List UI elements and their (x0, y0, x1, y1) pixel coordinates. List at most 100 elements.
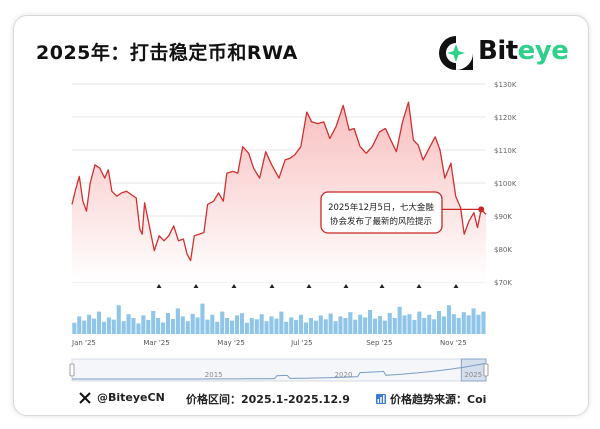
volume-bar (284, 321, 289, 334)
x-axis-labels: Jan '25 Mar '25 May '25 Jul '25 Sep '25 Nov '… (71, 339, 467, 347)
volume-bar (333, 321, 338, 334)
volume-bar (397, 306, 402, 334)
footer-range: 价格区间：2025.1-2025.12.9 (186, 391, 350, 407)
volume-bar (294, 319, 299, 334)
volume-bar (259, 314, 264, 334)
event-marker[interactable] (343, 284, 349, 288)
volume-bar (323, 319, 328, 334)
x-tick-label: May '25 (217, 339, 245, 347)
volume-bar (234, 315, 239, 334)
x-tick-label: Nov '25 (440, 339, 467, 347)
y-tick-label: $70K (494, 279, 512, 287)
annotation-callout: 2025年12月5日，七大金融 协会发布了最新的风险提示 (320, 191, 485, 234)
volume-bar (402, 315, 407, 334)
event-marker[interactable] (416, 284, 422, 288)
volume-bar (156, 318, 161, 334)
volume-bar (318, 315, 323, 334)
volume-bar (180, 316, 185, 334)
volume-bar (461, 312, 466, 334)
volume-bar (289, 317, 294, 334)
annotation-point (478, 206, 485, 213)
volume-bar (471, 308, 476, 334)
volume-bar (220, 311, 225, 334)
event-marker[interactable] (269, 284, 275, 288)
volume-bar (328, 313, 333, 334)
navigator-handle[interactable] (483, 363, 489, 377)
price-chart: $70K $80K $90K $100K $110K $120K $130K Jan '25… (69, 81, 517, 382)
volume-bar (451, 314, 456, 334)
x-tick-label: Mar '25 (143, 339, 169, 347)
navigator-line (72, 363, 485, 380)
volume-bar (446, 305, 451, 334)
volume-bar (372, 318, 377, 334)
price-line-group (71, 101, 487, 262)
volume-bar (466, 315, 471, 334)
volume-bar (136, 323, 141, 334)
event-marker[interactable] (379, 284, 385, 288)
volume-bar (264, 321, 269, 334)
volume-bar (87, 314, 92, 334)
y-tick-label: $130K (494, 81, 517, 89)
volume-bar (279, 311, 284, 334)
volume-bar (215, 321, 220, 334)
volume-bar (111, 319, 116, 334)
volume-bar (299, 314, 304, 334)
volume-bar (195, 317, 200, 334)
navigator-handle[interactable] (69, 363, 75, 377)
footer-handle-text: @BiteyeCN (97, 391, 165, 404)
bar-chart-icon (376, 394, 386, 404)
volume-bar (77, 316, 82, 334)
volume-bar (254, 319, 259, 334)
volume-bar (368, 310, 373, 334)
volume-bar (407, 314, 412, 334)
logo-text-suffix: eye (517, 36, 569, 66)
volume-bar (481, 311, 486, 334)
volume-bar (82, 320, 87, 334)
volume-bar (205, 319, 210, 334)
x-tick-label: Jul '25 (290, 339, 313, 347)
volume-bar (377, 316, 382, 334)
volume-bar (392, 318, 397, 334)
footer-handle[interactable]: @BiteyeCN (79, 391, 165, 404)
volume-bar (230, 320, 235, 334)
volume-bar (72, 322, 77, 334)
event-marker[interactable] (453, 284, 459, 288)
range-navigator[interactable]: 2015 2020 2025 (69, 358, 489, 382)
volume-bar (363, 317, 368, 334)
price-line (71, 101, 487, 262)
volume-bar (101, 321, 106, 334)
event-marker[interactable] (306, 284, 312, 288)
volume-bar (170, 319, 175, 334)
biteye-logo-icon (439, 36, 473, 70)
event-marker[interactable] (193, 284, 199, 288)
volume-bar (417, 311, 422, 334)
event-markers (156, 284, 459, 288)
volume-bar (225, 318, 230, 334)
volume-bar (116, 305, 121, 334)
footer-source: 价格趋势来源：Coi (376, 391, 486, 407)
x-tick-label: Jan '25 (71, 339, 96, 347)
volume-bar (165, 312, 170, 334)
navigator-track[interactable] (71, 358, 487, 382)
volume-bar (412, 319, 417, 334)
x-logo-icon (79, 391, 91, 404)
volume-bar (121, 321, 126, 334)
page-title: 2025年：打击稳定币和RWA (36, 42, 298, 64)
volume-bar (427, 314, 432, 334)
volume-bar (269, 316, 274, 334)
biteye-logo-text: Biteye (478, 36, 569, 66)
y-tick-label: $80K (494, 246, 512, 254)
annotation-line-2: 协会发布了最新的风险提示 (330, 216, 432, 227)
volume-bar (456, 318, 461, 334)
volume-bar (239, 313, 244, 334)
event-marker[interactable] (156, 284, 162, 288)
biteye-logo: Biteye (436, 33, 588, 73)
volume-bar (338, 316, 343, 334)
event-marker[interactable] (231, 284, 237, 288)
volume-bar (175, 308, 180, 334)
navigator-year-label: 2020 (335, 371, 353, 379)
volume-bar (185, 321, 190, 334)
annotation-line-1: 2025年12月5日，七大金融 (328, 202, 434, 213)
footer-fade (508, 386, 588, 412)
volume-bar (437, 311, 442, 334)
